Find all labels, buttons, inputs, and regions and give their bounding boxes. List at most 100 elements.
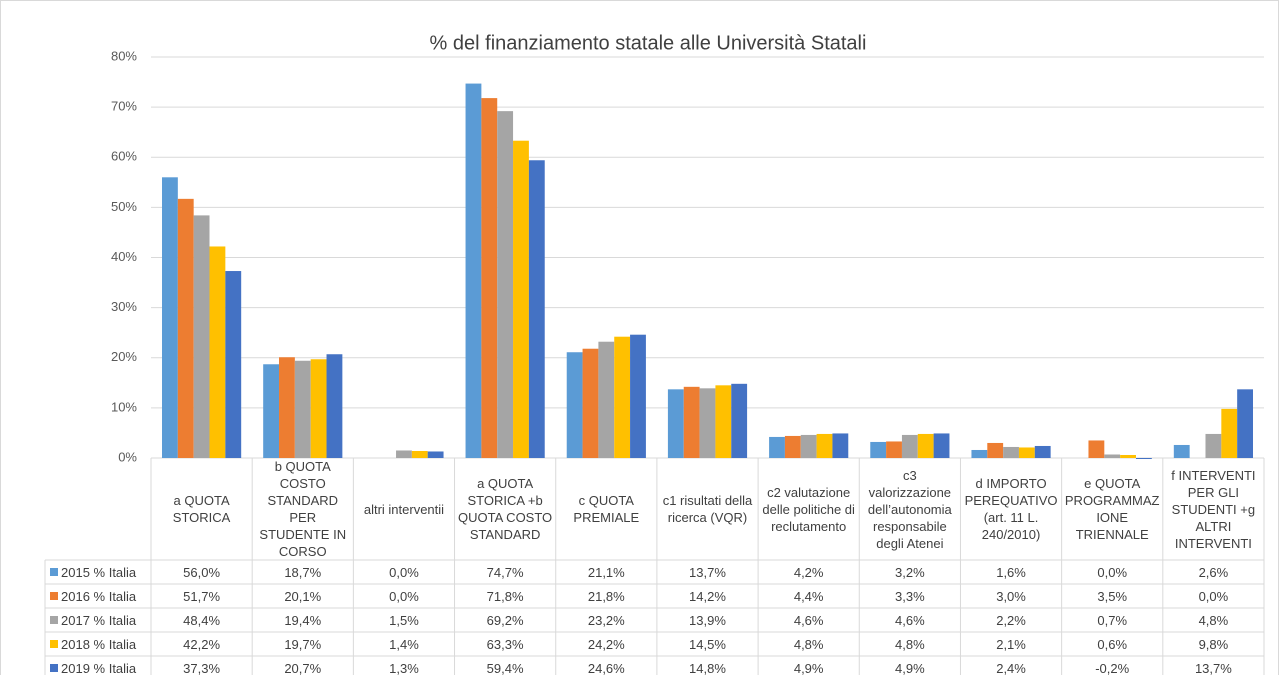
table-value: 4,8%	[895, 636, 925, 652]
table-value: 56,0%	[183, 564, 221, 580]
bar	[566, 352, 583, 458]
table-value: 2,2%	[996, 612, 1026, 628]
bar	[225, 271, 242, 458]
table-value: 9,8%	[1198, 636, 1229, 652]
bar	[528, 160, 545, 458]
table-value: 14,8%	[689, 660, 726, 675]
table-value: 14,2%	[689, 588, 726, 604]
bar	[917, 433, 934, 458]
table-value: 37,3%	[183, 660, 221, 675]
table-value: 1,4%	[389, 636, 419, 652]
table-value: 0,0%	[1198, 588, 1229, 604]
bar	[699, 388, 716, 458]
table-value: 4,8%	[793, 636, 824, 652]
table-value: 13,7%	[689, 564, 726, 580]
bar	[715, 385, 732, 458]
bar	[971, 449, 988, 458]
bar	[683, 386, 700, 458]
bar	[279, 357, 295, 458]
bar	[901, 434, 918, 458]
bar	[598, 341, 615, 458]
legend-key	[50, 568, 58, 576]
bar	[1034, 445, 1051, 458]
table-value: 4,6%	[895, 612, 925, 628]
bar	[1018, 447, 1035, 458]
bar	[1088, 440, 1105, 458]
category-label: c QUOTA PREMIALE	[573, 493, 640, 525]
bar	[411, 450, 428, 458]
table-value: 14,5%	[689, 636, 726, 652]
bar	[731, 383, 748, 458]
table-value: 51,7%	[183, 588, 221, 604]
category-label: c2 valutazione delle politiche di reclut…	[762, 484, 855, 534]
bar	[614, 336, 631, 458]
bar	[1205, 433, 1222, 458]
table-value: 2,6%	[1198, 564, 1229, 580]
table-value: 0,6%	[1097, 636, 1128, 652]
bar	[193, 215, 210, 458]
table-value: 1,5%	[389, 612, 419, 628]
legend-key	[50, 592, 58, 600]
table-value: 24,6%	[587, 660, 625, 675]
bar	[310, 359, 327, 458]
legend-entry: 2016 % Italia	[61, 588, 137, 604]
category-label: altri interventii	[363, 501, 445, 517]
y-tick-label: 60%	[111, 149, 137, 164]
bar	[933, 433, 950, 458]
bar	[1221, 408, 1238, 458]
y-tick-label: 10%	[111, 399, 137, 414]
table-value: 19,7%	[284, 636, 322, 652]
bar	[326, 354, 343, 458]
bar	[816, 433, 833, 458]
chart-title: % del finanziamento statale alle Univers…	[430, 32, 867, 54]
y-tick-label: 0%	[118, 449, 137, 464]
bar	[987, 442, 1004, 458]
table-value: 19,4%	[284, 612, 322, 628]
table-value: 21,1%	[587, 564, 625, 580]
bar	[162, 177, 178, 459]
table-value: -0,2%	[1095, 660, 1130, 675]
bar	[209, 246, 226, 458]
category-label: c1 risultati della ricerca (VQR)	[662, 493, 753, 525]
table-value: 63,3%	[486, 636, 524, 652]
legend-key	[50, 616, 58, 624]
table-value: 0,0%	[389, 564, 419, 580]
table-value: 59,4%	[486, 660, 524, 675]
table-value: 21,8%	[587, 588, 625, 604]
table-value: 3,0%	[996, 588, 1026, 604]
table-value: 4,6%	[793, 612, 824, 628]
table-value: 2,1%	[996, 636, 1026, 652]
bar	[1135, 458, 1152, 460]
table-value: 23,2%	[587, 612, 625, 628]
category-label: f INTERVENTI PER GLI STUDENTI +g ALTRI I…	[1171, 467, 1256, 551]
bar	[497, 111, 514, 458]
table-value: 4,9%	[895, 660, 925, 675]
table-value: 0,0%	[389, 588, 419, 604]
bar	[481, 98, 498, 458]
bar	[870, 441, 887, 458]
bar	[1237, 389, 1253, 458]
bar	[294, 360, 311, 458]
bar	[630, 334, 646, 458]
bar	[427, 451, 444, 458]
table-value: 42,2%	[183, 636, 221, 652]
table-value: 74,7%	[486, 564, 524, 580]
bar	[886, 441, 902, 458]
table-value: 20,1%	[284, 588, 322, 604]
table-value: 2,4%	[996, 660, 1026, 675]
table-value: 1,3%	[389, 660, 419, 675]
legend-entry: 2019 % Italia	[61, 660, 137, 675]
bar	[1173, 444, 1190, 458]
table-value: 3,5%	[1097, 588, 1128, 604]
table-value: 18,7%	[284, 564, 322, 580]
category-label: e QUOTA PROGRAMMAZIONE TRIENNALE	[1064, 476, 1160, 542]
bar	[396, 450, 412, 458]
bar	[800, 434, 817, 458]
legend-key	[50, 664, 58, 672]
table-value: 0,0%	[1097, 564, 1128, 580]
y-tick-label: 70%	[111, 99, 137, 114]
bar	[513, 140, 529, 459]
bar	[263, 364, 280, 458]
